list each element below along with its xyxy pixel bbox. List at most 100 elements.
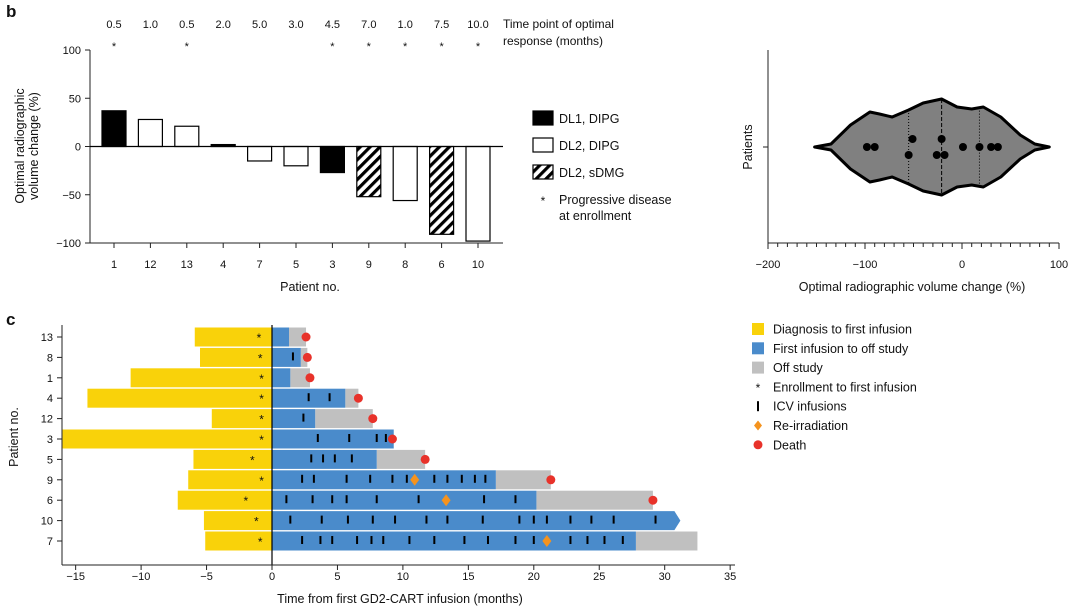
off-study-bar [635,531,698,551]
icv-infusion-tick [319,536,322,544]
on-study-bar [272,368,291,388]
y-tick-label: −100 [56,238,81,250]
y-tick-label: 8 [47,352,53,364]
x-tick-label: 4 [220,259,226,271]
x-tick-label: 10 [472,259,484,271]
data-point [987,143,996,151]
on-study-bar [272,531,636,551]
reirradiation-diamond [542,535,552,547]
legend-swatch-grey-square [752,361,764,374]
enrollment-asterisk: * [257,331,262,345]
icv-infusion-tick [486,536,489,544]
y-tick-label: 3 [47,434,53,446]
x-tick-label: 35 [724,571,736,583]
death-marker [305,373,315,383]
bar-patient-5 [283,145,309,167]
legend-label: DL2, sDMG [559,166,624,180]
icv-infusion-tick [654,515,657,524]
y-tick-label: 4 [47,393,53,405]
x-tick-label: 0 [959,259,965,271]
panel-label-b: b [6,2,16,21]
time-point-label: 1.0 [143,19,158,31]
icv-infusion-tick [532,515,535,524]
patient-row-7: * [205,531,698,551]
icv-infusion-tick [417,495,420,504]
y-tick-label: 12 [41,414,53,426]
icv-infusion-tick [291,352,294,361]
patient-row-3: * [62,429,397,449]
icv-infusion-tick [621,536,624,544]
progressive-asterisk: * [367,41,372,53]
legend-label: Death [773,438,806,452]
diagnosis-bar [87,388,272,408]
bar-patient-10 [465,145,491,242]
icv-infusion-tick [302,413,305,422]
time-point-label: 0.5 [179,19,194,31]
death-marker [420,454,430,464]
x-tick-label: 1 [111,259,117,271]
patient-row-8: * [200,347,312,367]
legend-asterisk: * [756,381,761,395]
x-tick-label: 5 [334,571,340,583]
icv-infusion-tick [348,434,351,442]
time-point-label: 0.5 [106,19,121,31]
legend-label: First infusion to off study [773,342,909,356]
on-study-bar [272,449,377,469]
y-axis-label: volume change (%) [27,92,41,200]
reirradiation-diamond [441,494,451,507]
data-point [975,143,984,151]
progressive-asterisk: * [185,41,190,53]
data-point [870,143,879,151]
icv-infusion-tick [331,536,334,544]
x-axis-label: Optimal radiographic volume change (%) [799,280,1026,294]
on-study-bar [272,347,301,367]
off-study-bar [376,449,426,469]
time-point-label: 4.5 [325,19,340,31]
icv-infusion-tick [301,536,304,544]
enrollment-asterisk: * [243,494,248,508]
off-study-bar [536,490,653,510]
icv-infusion-tick [569,515,572,524]
y-axis-label: Optimal radiographic [13,88,27,203]
bar-patient-12 [137,118,163,148]
icv-infusion-tick [394,515,397,524]
icv-infusion-tick [285,495,288,504]
diagnosis-bar [130,368,272,388]
x-tick-label: 8 [402,259,408,271]
diagnosis-bar [211,409,272,429]
y-axis-label: Patients [741,124,755,169]
icv-infusion-tick [356,536,359,544]
patient-row-12: * [211,409,378,429]
y-tick-label: 6 [47,495,53,507]
icv-infusion-tick [612,515,615,524]
icv-infusion-tick [425,515,428,524]
off-study-bar [495,470,551,490]
panel-label-c: c [6,310,15,329]
legend-swatch-yellow-square [752,323,764,335]
icv-infusion-tick [518,515,521,524]
death-marker [302,352,312,362]
icv-infusion-tick [473,474,476,483]
icv-infusion-tick [514,536,517,544]
death-marker [648,495,658,505]
legend-label: Enrollment to first infusion [773,380,917,394]
on-study-bar [272,490,537,510]
x-tick-label: 10 [397,571,409,583]
on-study-bar [272,470,496,490]
diagnosis-bar [188,470,272,490]
x-tick-label: 100 [1050,259,1068,271]
bar-patient-6 [429,145,455,235]
legend-label: DL1, DIPG [559,112,619,126]
x-tick-label: −5 [200,571,213,583]
bar-patient-3 [319,145,345,174]
patient-row-9: * [188,470,556,490]
death-marker [546,475,556,485]
y-tick-label: −50 [62,190,81,202]
icv-infusion-tick [345,474,348,483]
icv-infusion-tick [460,474,463,483]
x-tick-label: −200 [756,259,781,271]
patient-row-4: * [87,388,363,408]
time-point-label: 3.0 [288,19,303,31]
legend-label: at enrollment [559,209,632,223]
